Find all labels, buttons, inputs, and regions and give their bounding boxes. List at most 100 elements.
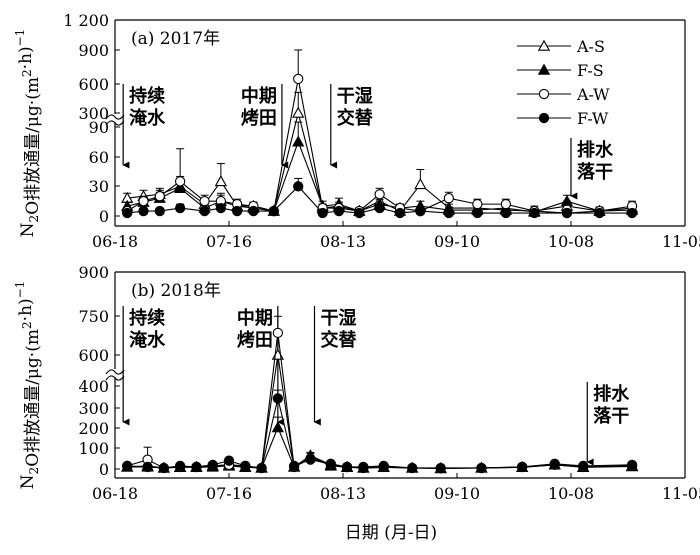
annotation-text: 落干 <box>577 162 613 183</box>
annotation-text: 排水 <box>593 383 630 405</box>
data-point <box>578 460 589 472</box>
legend-item-f-s: F-S <box>517 61 604 80</box>
data-point <box>158 462 170 474</box>
legend-label: F-S <box>577 61 604 80</box>
data-point <box>594 207 605 219</box>
axis-break-mark <box>105 120 125 126</box>
x-tick-label: 09-10 <box>434 484 480 503</box>
data-point <box>354 207 365 219</box>
annotation-text: 干湿 <box>321 308 357 329</box>
series-a-s <box>121 332 639 474</box>
annotation-text: 淹水 <box>129 107 166 129</box>
data-point <box>174 460 186 472</box>
data-point <box>174 181 187 194</box>
data-point <box>138 205 149 217</box>
data-point <box>529 207 540 219</box>
y-tick-label: 900 <box>78 41 109 60</box>
data-point <box>358 461 369 473</box>
data-point <box>174 176 186 187</box>
y-tick-label: 90 <box>89 118 109 137</box>
x-tick-label: 08-13 <box>320 484 366 503</box>
data-point <box>549 458 560 469</box>
data-point <box>272 327 284 339</box>
data-point <box>256 462 267 474</box>
series-f-s <box>121 121 639 217</box>
data-point <box>271 348 284 360</box>
data-point <box>199 205 210 217</box>
series-line <box>127 398 633 469</box>
annotation-text: 交替 <box>337 107 374 129</box>
data-point <box>174 202 186 214</box>
data-point <box>272 393 284 404</box>
series-line <box>127 332 633 469</box>
legend: A-S F-S A-W F-W <box>517 37 610 128</box>
data-point <box>317 207 328 219</box>
axis-break-mark <box>105 375 125 381</box>
y-tick-label: 1 200 <box>63 11 109 30</box>
legend-label: F-W <box>577 109 609 128</box>
annotation-text: 落干 <box>593 406 629 427</box>
x-tick-label: 06-18 <box>92 484 138 503</box>
data-point <box>472 198 483 210</box>
annotation-text: 交替 <box>321 329 358 351</box>
data-point <box>268 205 279 217</box>
data-point <box>292 135 305 147</box>
legend-marker <box>538 88 550 100</box>
x-tick-label: 10-08 <box>548 232 594 251</box>
x-tick-label: 11-05 <box>662 232 700 251</box>
annotation-text: 烤田 <box>237 330 273 351</box>
series-f-w <box>122 177 638 219</box>
y-tick-label: 300 <box>78 104 109 123</box>
annotation-text: 持续 <box>129 85 165 107</box>
data-point <box>516 461 528 473</box>
x-tick-label: 07-16 <box>206 232 252 251</box>
data-point <box>561 207 573 219</box>
data-point <box>305 454 316 465</box>
data-point <box>500 207 512 219</box>
y-tick-label: 100 <box>78 439 109 458</box>
annotation-text: 排水 <box>577 139 614 161</box>
data-point <box>341 461 353 473</box>
data-point <box>415 205 426 217</box>
data-point <box>240 460 251 472</box>
y-tick-label: 900 <box>78 263 109 282</box>
data-point <box>500 198 512 210</box>
data-point <box>435 462 446 474</box>
data-point <box>138 196 149 207</box>
x-tick-label: 11-05 <box>662 484 700 503</box>
annotation-text: 干湿 <box>337 86 373 107</box>
y-tick-label: 0 <box>99 207 109 226</box>
x-tick-label: 07-16 <box>206 484 252 503</box>
data-point <box>122 207 133 219</box>
data-point <box>560 194 574 206</box>
data-point <box>142 461 153 473</box>
data-point <box>191 461 202 473</box>
series-a-w <box>122 315 638 474</box>
y-axis-title: N2O排放通量/μg·(m2·h)−1 <box>13 281 43 490</box>
x-tick-label: 06-18 <box>92 232 138 251</box>
data-point <box>476 462 487 474</box>
data-point <box>248 205 259 217</box>
legend-item-f-w: F-W <box>517 109 609 128</box>
x-tick-label: 10-08 <box>548 484 594 503</box>
y-tick-label: 60 <box>89 148 109 167</box>
panel-label: (a) 2017年 <box>131 29 220 49</box>
data-point <box>472 207 483 219</box>
data-point <box>443 193 455 204</box>
y-tick-label: 750 <box>78 307 109 326</box>
data-point <box>374 189 385 200</box>
x-axis-title: 日期 (月-日) <box>345 523 437 543</box>
y-tick-label: 30 <box>89 177 109 196</box>
series-a-w <box>122 49 638 219</box>
data-point <box>378 460 389 472</box>
data-point <box>271 421 284 433</box>
annotation-text: 淹水 <box>129 329 166 351</box>
y-tick-label: 600 <box>78 346 109 365</box>
